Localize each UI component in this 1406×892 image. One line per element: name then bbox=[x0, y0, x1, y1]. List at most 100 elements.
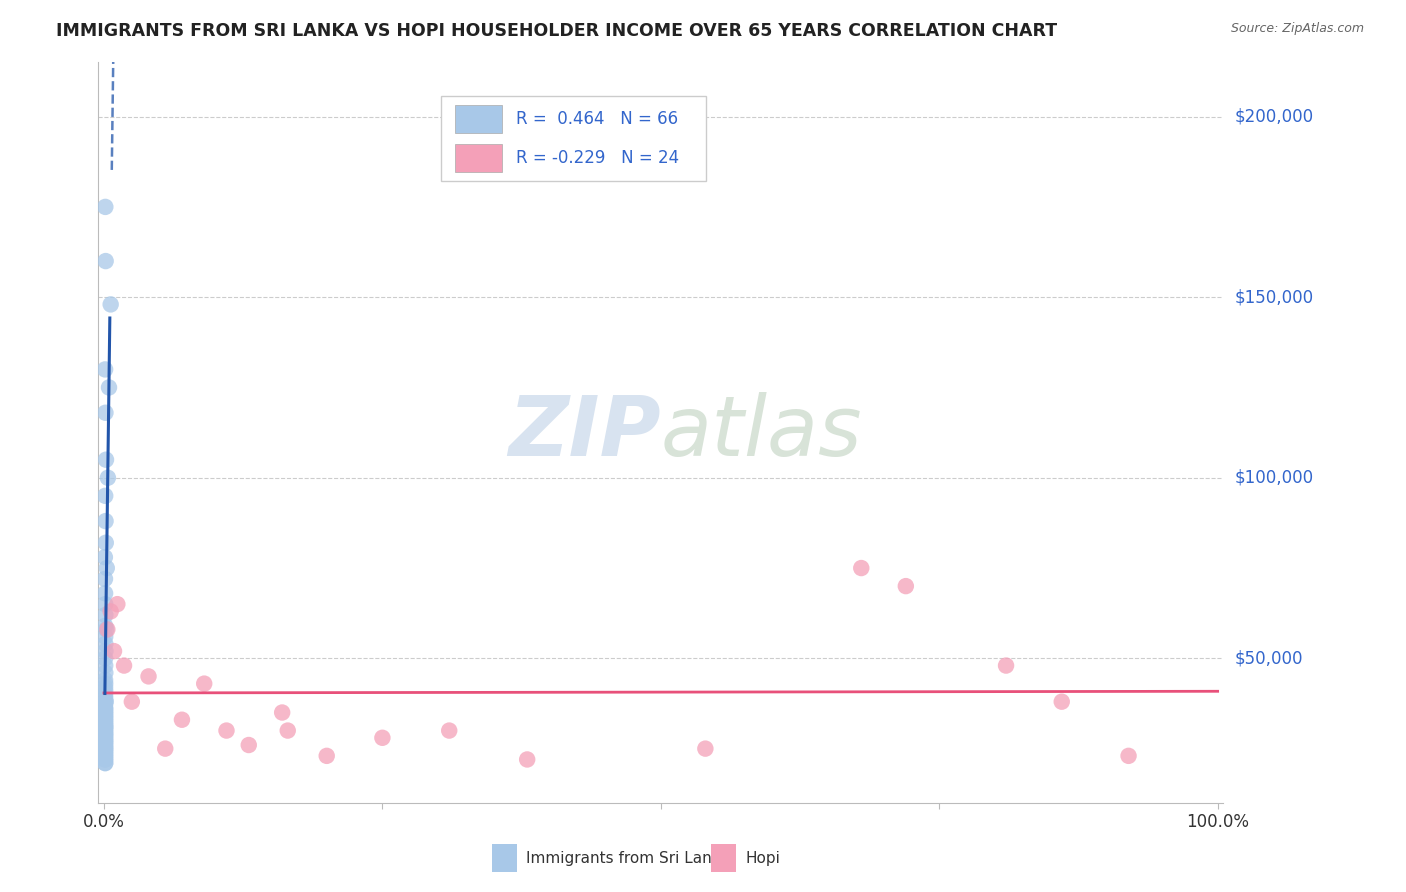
Point bbox=[371, 731, 394, 745]
Text: $50,000: $50,000 bbox=[1234, 649, 1303, 667]
Point bbox=[94, 702, 117, 716]
Point bbox=[94, 727, 117, 741]
Point bbox=[271, 706, 294, 720]
Point bbox=[100, 604, 122, 618]
Point bbox=[995, 658, 1018, 673]
Point bbox=[94, 709, 117, 723]
Point bbox=[94, 658, 117, 673]
Point bbox=[100, 297, 122, 311]
Point bbox=[94, 691, 117, 706]
Point bbox=[94, 698, 117, 713]
Text: Immigrants from Sri Lanka: Immigrants from Sri Lanka bbox=[526, 851, 730, 866]
Point bbox=[695, 741, 717, 756]
Point bbox=[193, 676, 215, 690]
Point bbox=[238, 738, 260, 752]
Point bbox=[94, 362, 117, 376]
Point bbox=[277, 723, 299, 738]
Point bbox=[94, 673, 117, 687]
Text: $200,000: $200,000 bbox=[1234, 108, 1313, 126]
Point bbox=[94, 200, 117, 214]
Point bbox=[94, 720, 117, 734]
Point bbox=[94, 676, 117, 690]
Point bbox=[94, 738, 117, 752]
Point bbox=[98, 380, 121, 394]
Point bbox=[215, 723, 238, 738]
Point bbox=[94, 651, 117, 665]
Point bbox=[170, 713, 193, 727]
Point bbox=[94, 748, 117, 763]
Text: R =  0.464   N = 66: R = 0.464 N = 66 bbox=[516, 110, 678, 128]
Text: ZIP: ZIP bbox=[508, 392, 661, 473]
Point bbox=[155, 741, 177, 756]
Point bbox=[94, 637, 117, 651]
Point bbox=[94, 731, 117, 745]
Point bbox=[94, 706, 117, 720]
Point bbox=[94, 752, 117, 766]
Point bbox=[1050, 695, 1073, 709]
Point bbox=[94, 489, 117, 503]
Point bbox=[94, 756, 117, 770]
Point bbox=[97, 471, 120, 485]
Text: $100,000: $100,000 bbox=[1234, 469, 1313, 487]
Point bbox=[94, 514, 117, 528]
Bar bbox=[492, 844, 517, 871]
Point bbox=[94, 695, 117, 709]
Point bbox=[94, 748, 117, 763]
Point bbox=[94, 688, 117, 702]
Point bbox=[96, 623, 118, 637]
Point bbox=[94, 452, 117, 467]
Bar bbox=[711, 844, 737, 871]
Point bbox=[94, 406, 117, 420]
Point bbox=[94, 734, 117, 748]
Text: IMMIGRANTS FROM SRI LANKA VS HOPI HOUSEHOLDER INCOME OVER 65 YEARS CORRELATION C: IMMIGRANTS FROM SRI LANKA VS HOPI HOUSEH… bbox=[56, 22, 1057, 40]
Point bbox=[94, 665, 117, 680]
Point bbox=[94, 535, 117, 549]
Point bbox=[94, 745, 117, 759]
Point bbox=[138, 669, 160, 683]
Point bbox=[94, 680, 117, 694]
Point bbox=[94, 586, 117, 600]
Point bbox=[94, 741, 117, 756]
Point bbox=[851, 561, 873, 575]
Point bbox=[94, 619, 117, 633]
Point bbox=[94, 731, 117, 745]
Point bbox=[94, 630, 117, 644]
Point bbox=[121, 695, 143, 709]
Point bbox=[112, 658, 135, 673]
Text: R = -0.229   N = 24: R = -0.229 N = 24 bbox=[516, 149, 679, 167]
Bar bbox=[456, 144, 502, 172]
Point bbox=[94, 706, 117, 720]
Point bbox=[94, 702, 117, 716]
Text: Hopi: Hopi bbox=[745, 851, 780, 866]
Point bbox=[439, 723, 461, 738]
Point bbox=[94, 716, 117, 731]
Point bbox=[94, 752, 117, 766]
FancyBboxPatch shape bbox=[441, 95, 706, 181]
Point bbox=[94, 597, 117, 611]
Point bbox=[315, 748, 337, 763]
Point bbox=[1118, 748, 1140, 763]
Point bbox=[94, 695, 117, 709]
Point bbox=[94, 713, 117, 727]
Point bbox=[94, 709, 117, 723]
Bar bbox=[456, 104, 502, 133]
Point bbox=[94, 683, 117, 698]
Point bbox=[94, 254, 117, 268]
Point bbox=[96, 561, 118, 575]
Point bbox=[94, 738, 117, 752]
Point bbox=[94, 572, 117, 586]
Text: $150,000: $150,000 bbox=[1234, 288, 1313, 306]
Point bbox=[894, 579, 917, 593]
Point bbox=[94, 734, 117, 748]
Point bbox=[94, 716, 117, 731]
Point bbox=[94, 550, 117, 565]
Point bbox=[105, 597, 128, 611]
Point bbox=[94, 723, 117, 738]
Point bbox=[94, 720, 117, 734]
Point bbox=[94, 756, 117, 770]
Text: atlas: atlas bbox=[661, 392, 862, 473]
Point bbox=[94, 741, 117, 756]
Point bbox=[103, 644, 125, 658]
Point bbox=[96, 623, 118, 637]
Point bbox=[94, 644, 117, 658]
